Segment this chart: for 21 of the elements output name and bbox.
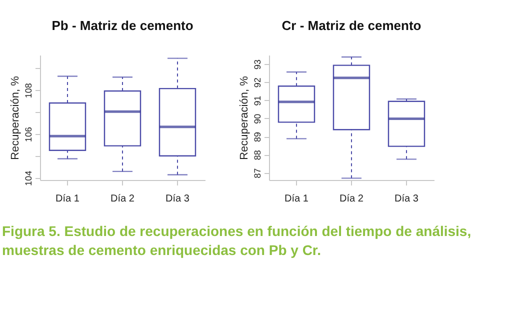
x-tick-label: Día 2	[110, 194, 135, 204]
chart-title: Cr - Matriz de cemento	[282, 18, 422, 33]
y-tick-label: 87	[252, 168, 262, 178]
y-tick-label: 104	[24, 170, 34, 186]
y-tick-label: 89	[252, 132, 262, 142]
y-tick-label: 88	[252, 150, 262, 160]
x-tick-label: Día 3	[166, 194, 190, 204]
chart-title: Pb - Matriz de cemento	[52, 18, 194, 33]
y-tick-label: 91	[252, 96, 262, 106]
y-axis-title: Recuperación, %	[238, 76, 250, 160]
y-axis-title: Recuperación, %	[10, 76, 22, 160]
x-tick-label: Día 2	[340, 194, 364, 204]
y-tick-label: 93	[252, 60, 262, 70]
x-tick-label: Día 1	[284, 194, 309, 204]
x-tick-label: Día 1	[56, 194, 80, 204]
y-tick-label: 92	[252, 78, 262, 88]
x-tick-label: Día 3	[394, 194, 419, 204]
text: Figura 5. Estudio de recuperaciones en función del tiempo de análisis, muestras de cemento enriquecidas con Pb y Cr.	[2, 222, 472, 260]
y-tick-label: 90	[252, 114, 262, 124]
y-tick-label: 108	[24, 83, 34, 98]
y-tick-label: 106	[24, 126, 34, 142]
